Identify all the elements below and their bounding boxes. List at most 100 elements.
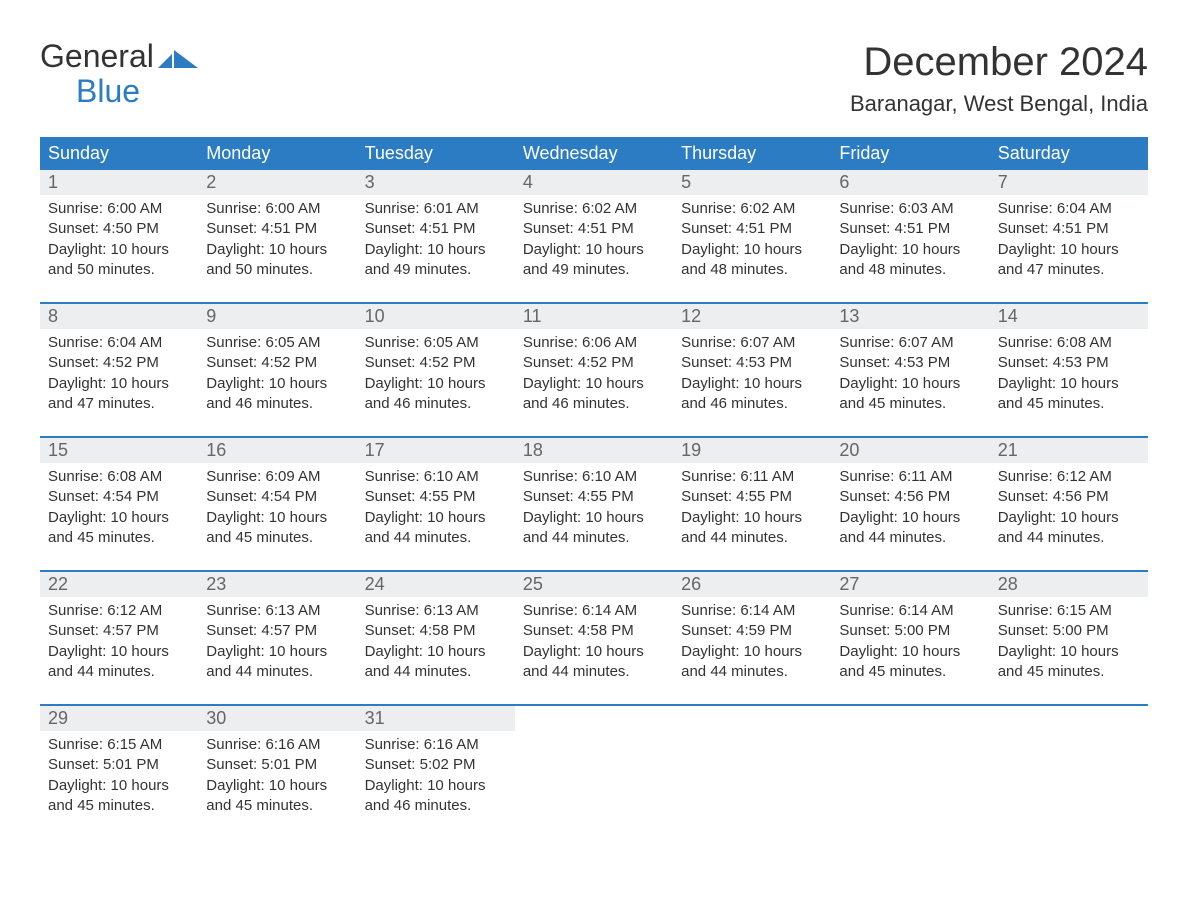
- day-detail-cell: Sunrise: 6:15 AMSunset: 5:00 PMDaylight:…: [990, 597, 1148, 705]
- day-detail-cell: Sunrise: 6:03 AMSunset: 4:51 PMDaylight:…: [831, 195, 989, 303]
- weekday-header: Wednesday: [515, 137, 673, 170]
- sunset-text: Sunset: 4:55 PM: [681, 487, 823, 507]
- day-number-cell: 27: [831, 572, 989, 597]
- day-number-cell: 8: [40, 304, 198, 329]
- day-detail-cell: Sunrise: 6:00 AMSunset: 4:51 PMDaylight:…: [198, 195, 356, 303]
- day-detail-cell: Sunrise: 6:11 AMSunset: 4:56 PMDaylight:…: [831, 463, 989, 571]
- day-number-cell: 5: [673, 170, 831, 195]
- sunset-text: Sunset: 4:58 PM: [365, 621, 507, 641]
- sunset-text: Sunset: 4:53 PM: [681, 353, 823, 373]
- sunset-text: Sunset: 4:56 PM: [998, 487, 1140, 507]
- day-number-cell: 3: [357, 170, 515, 195]
- day-detail-cell: Sunrise: 6:16 AMSunset: 5:01 PMDaylight:…: [198, 731, 356, 838]
- day-detail-cell: Sunrise: 6:06 AMSunset: 4:52 PMDaylight:…: [515, 329, 673, 437]
- day-detail-cell: Sunrise: 6:14 AMSunset: 4:59 PMDaylight:…: [673, 597, 831, 705]
- day-number-cell: 13: [831, 304, 989, 329]
- day-number-cell: [673, 706, 831, 731]
- sunrise-text: Sunrise: 6:07 AM: [681, 333, 823, 353]
- sunset-text: Sunset: 4:52 PM: [365, 353, 507, 373]
- sunrise-text: Sunrise: 6:04 AM: [998, 199, 1140, 219]
- sunrise-text: Sunrise: 6:14 AM: [523, 601, 665, 621]
- sunrise-text: Sunrise: 6:08 AM: [998, 333, 1140, 353]
- sunrise-text: Sunrise: 6:11 AM: [839, 467, 981, 487]
- day-number-cell: 25: [515, 572, 673, 597]
- day-number-cell: 16: [198, 438, 356, 463]
- sunrise-text: Sunrise: 6:14 AM: [681, 601, 823, 621]
- flag-icon: [158, 50, 198, 75]
- sunrise-text: Sunrise: 6:05 AM: [206, 333, 348, 353]
- daylight-text: Daylight: 10 hours and 45 minutes.: [998, 642, 1140, 683]
- sunset-text: Sunset: 5:01 PM: [48, 755, 190, 775]
- daylight-text: Daylight: 10 hours and 44 minutes.: [681, 508, 823, 549]
- daylight-text: Daylight: 10 hours and 44 minutes.: [365, 642, 507, 683]
- day-number-cell: [990, 706, 1148, 731]
- day-number-cell: 30: [198, 706, 356, 731]
- day-number-cell: 24: [357, 572, 515, 597]
- sunset-text: Sunset: 4:55 PM: [365, 487, 507, 507]
- daylight-text: Daylight: 10 hours and 45 minutes.: [839, 374, 981, 415]
- sunrise-text: Sunrise: 6:11 AM: [681, 467, 823, 487]
- day-number-row: 293031: [40, 706, 1148, 731]
- day-number-cell: 10: [357, 304, 515, 329]
- daylight-text: Daylight: 10 hours and 50 minutes.: [206, 240, 348, 281]
- day-number-cell: [831, 706, 989, 731]
- day-detail-row: Sunrise: 6:15 AMSunset: 5:01 PMDaylight:…: [40, 731, 1148, 838]
- sunrise-text: Sunrise: 6:03 AM: [839, 199, 981, 219]
- day-detail-cell: Sunrise: 6:12 AMSunset: 4:57 PMDaylight:…: [40, 597, 198, 705]
- day-detail-cell: Sunrise: 6:15 AMSunset: 5:01 PMDaylight:…: [40, 731, 198, 838]
- sunset-text: Sunset: 4:54 PM: [206, 487, 348, 507]
- sunrise-text: Sunrise: 6:12 AM: [998, 467, 1140, 487]
- sunrise-text: Sunrise: 6:16 AM: [206, 735, 348, 755]
- sunset-text: Sunset: 4:51 PM: [998, 219, 1140, 239]
- sunrise-text: Sunrise: 6:06 AM: [523, 333, 665, 353]
- day-number-cell: 7: [990, 170, 1148, 195]
- day-detail-cell: Sunrise: 6:14 AMSunset: 4:58 PMDaylight:…: [515, 597, 673, 705]
- header: General Blue December 2024 Baranagar, We…: [40, 40, 1148, 117]
- daylight-text: Daylight: 10 hours and 45 minutes.: [206, 776, 348, 817]
- daylight-text: Daylight: 10 hours and 44 minutes.: [523, 642, 665, 683]
- sunset-text: Sunset: 4:52 PM: [523, 353, 665, 373]
- sunset-text: Sunset: 4:58 PM: [523, 621, 665, 641]
- sunrise-text: Sunrise: 6:10 AM: [365, 467, 507, 487]
- day-detail-cell: Sunrise: 6:08 AMSunset: 4:53 PMDaylight:…: [990, 329, 1148, 437]
- sunrise-text: Sunrise: 6:01 AM: [365, 199, 507, 219]
- sunset-text: Sunset: 5:02 PM: [365, 755, 507, 775]
- day-number-cell: 19: [673, 438, 831, 463]
- sunset-text: Sunset: 4:50 PM: [48, 219, 190, 239]
- sunset-text: Sunset: 4:55 PM: [523, 487, 665, 507]
- sunrise-text: Sunrise: 6:07 AM: [839, 333, 981, 353]
- day-number-row: 891011121314: [40, 304, 1148, 329]
- logo-text-blue: Blue: [76, 75, 140, 107]
- day-number-cell: 1: [40, 170, 198, 195]
- sunset-text: Sunset: 4:52 PM: [48, 353, 190, 373]
- sunset-text: Sunset: 4:51 PM: [206, 219, 348, 239]
- daylight-text: Daylight: 10 hours and 46 minutes.: [365, 374, 507, 415]
- day-number-cell: 20: [831, 438, 989, 463]
- sunrise-text: Sunrise: 6:00 AM: [206, 199, 348, 219]
- day-detail-cell: Sunrise: 6:02 AMSunset: 4:51 PMDaylight:…: [515, 195, 673, 303]
- day-detail-cell: Sunrise: 6:00 AMSunset: 4:50 PMDaylight:…: [40, 195, 198, 303]
- day-detail-row: Sunrise: 6:08 AMSunset: 4:54 PMDaylight:…: [40, 463, 1148, 571]
- day-detail-cell: Sunrise: 6:01 AMSunset: 4:51 PMDaylight:…: [357, 195, 515, 303]
- sunrise-text: Sunrise: 6:09 AM: [206, 467, 348, 487]
- daylight-text: Daylight: 10 hours and 44 minutes.: [365, 508, 507, 549]
- sunrise-text: Sunrise: 6:15 AM: [998, 601, 1140, 621]
- day-detail-cell: Sunrise: 6:04 AMSunset: 4:52 PMDaylight:…: [40, 329, 198, 437]
- daylight-text: Daylight: 10 hours and 44 minutes.: [48, 642, 190, 683]
- daylight-text: Daylight: 10 hours and 45 minutes.: [839, 642, 981, 683]
- day-number-cell: 29: [40, 706, 198, 731]
- daylight-text: Daylight: 10 hours and 44 minutes.: [681, 642, 823, 683]
- sunset-text: Sunset: 4:54 PM: [48, 487, 190, 507]
- day-detail-cell: Sunrise: 6:07 AMSunset: 4:53 PMDaylight:…: [673, 329, 831, 437]
- day-detail-cell: Sunrise: 6:14 AMSunset: 5:00 PMDaylight:…: [831, 597, 989, 705]
- day-number-cell: 23: [198, 572, 356, 597]
- sunrise-text: Sunrise: 6:04 AM: [48, 333, 190, 353]
- weekday-header-row: Sunday Monday Tuesday Wednesday Thursday…: [40, 137, 1148, 170]
- sunset-text: Sunset: 4:59 PM: [681, 621, 823, 641]
- calendar-body: 1234567Sunrise: 6:00 AMSunset: 4:50 PMDa…: [40, 170, 1148, 838]
- sunset-text: Sunset: 4:53 PM: [839, 353, 981, 373]
- day-number-row: 22232425262728: [40, 572, 1148, 597]
- day-detail-row: Sunrise: 6:04 AMSunset: 4:52 PMDaylight:…: [40, 329, 1148, 437]
- day-number-cell: 22: [40, 572, 198, 597]
- calendar-table: Sunday Monday Tuesday Wednesday Thursday…: [40, 137, 1148, 838]
